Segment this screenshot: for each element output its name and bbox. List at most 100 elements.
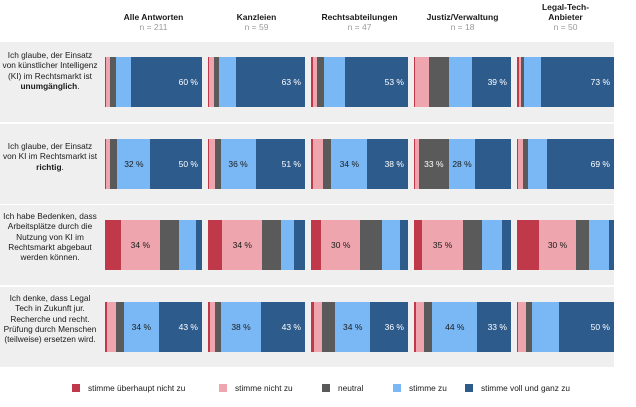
stacked-bar: 39 % — [414, 57, 511, 107]
bar-segment: 69 % — [547, 139, 614, 189]
data-label: 36 % — [228, 159, 248, 169]
bar-segment — [105, 57, 107, 107]
legend-label: neutral — [338, 383, 364, 393]
bar-segment — [575, 220, 590, 270]
bar-segment — [106, 139, 111, 189]
question-text: Ich denke, dass Legal Tech in Zukunft ju… — [3, 293, 97, 345]
data-label: 69 % — [590, 159, 610, 169]
bar-segment — [311, 57, 314, 107]
question-label: Ich denke, dass Legal Tech in Zukunft ju… — [0, 293, 100, 344]
bar-segment — [414, 139, 419, 189]
bar-segment: 28 % — [449, 139, 475, 189]
data-label: 35 % — [432, 240, 453, 250]
bar-segment — [522, 139, 528, 189]
bar-segment — [448, 57, 473, 107]
stacked-bar: 34 % — [208, 220, 305, 270]
bar-segment — [262, 220, 282, 270]
question-emphasis: richtig — [36, 161, 62, 172]
stacked-bar: 38 % 43 % — [208, 302, 305, 352]
bar-segment: 35 % — [422, 220, 464, 270]
stacked-bar: 44 % 33 % — [414, 302, 511, 352]
bar-segment — [316, 57, 324, 107]
bar-segment — [517, 220, 540, 270]
legend-swatch — [219, 384, 227, 392]
legend-label: stimme zu — [409, 383, 447, 393]
bar-segment: 39 % — [472, 57, 511, 107]
legend-swatch — [465, 384, 473, 392]
bar-segment — [424, 302, 433, 352]
bar-segment — [196, 220, 202, 270]
data-label: 50 % — [178, 159, 198, 169]
group-name: Rechtsabteilungen — [321, 12, 398, 22]
bar-segment — [214, 139, 221, 189]
bar-segment — [532, 302, 559, 352]
bar-segment — [208, 139, 209, 189]
bar-segment — [281, 220, 295, 270]
data-label: 60 % — [178, 77, 198, 87]
bar-segment — [109, 57, 116, 107]
bar-segment: 44 % — [432, 302, 478, 352]
bar-segment: 34 % — [222, 220, 263, 270]
bar-segment — [322, 139, 332, 189]
group-name: Justiz/Verwaltung — [426, 12, 499, 22]
bar-segment: 51 % — [255, 139, 305, 189]
bar-segment — [208, 302, 211, 352]
bar-segment: 36 % — [370, 302, 408, 352]
bar-segment — [116, 302, 125, 352]
bar-segment — [527, 139, 548, 189]
group-header: Kanzleien n = 59 — [208, 12, 305, 32]
data-label: 50 % — [590, 322, 610, 332]
stacked-bar: 33 % 28 % — [414, 139, 511, 189]
data-label: 39 % — [487, 77, 507, 87]
bar-segment — [311, 220, 322, 270]
bar-segment: 30 % — [539, 220, 576, 270]
group-n: n = 50 — [553, 22, 578, 32]
bar-segment — [213, 57, 219, 107]
data-label: 63 % — [281, 77, 301, 87]
bar-segment — [314, 302, 323, 352]
data-label: 43 % — [178, 322, 198, 332]
bar-segment — [324, 57, 346, 107]
question-label: Ich glaube, der Einsatz von künstlicher … — [0, 50, 100, 91]
bar-segment: 33 % — [477, 302, 511, 352]
bar-segment: 38 % — [221, 302, 261, 352]
bar-segment: 60 % — [131, 57, 202, 107]
legend-item-strongly-disagree: stimme überhaupt nicht zu — [72, 383, 185, 393]
data-label: 36 % — [384, 322, 404, 332]
bar-segment — [322, 302, 335, 352]
legend-item-disagree: stimme nicht zu — [219, 383, 293, 393]
legend-label: stimme überhaupt nicht zu — [88, 383, 186, 393]
bar-segment — [105, 139, 107, 189]
bar-segment — [518, 302, 526, 352]
legend-swatch — [322, 384, 330, 392]
bar-segment — [521, 57, 524, 107]
bar-segment — [215, 302, 222, 352]
group-header: Alle Antworten n = 211 — [105, 12, 202, 32]
bar-segment — [159, 220, 180, 270]
bar-segment — [210, 302, 216, 352]
bar-segment — [106, 57, 110, 107]
bar-segment: 43 % — [158, 302, 202, 352]
bar-segment — [474, 139, 511, 189]
bar-segment — [294, 220, 305, 270]
group-n: n = 47 — [347, 22, 372, 32]
stacked-bar: 35 % — [414, 220, 511, 270]
question-label: Ich glaube, der Einsatz von KI im Rechts… — [0, 141, 100, 172]
question-punct: . — [77, 80, 80, 91]
data-label: 53 % — [384, 77, 404, 87]
bar-segment — [115, 57, 131, 107]
bar-segment: 38 % — [367, 139, 408, 189]
data-label: 30 % — [547, 240, 568, 250]
data-label: 51 % — [281, 159, 301, 169]
bar-segment — [208, 220, 223, 270]
bar-segment: 34 % — [120, 220, 160, 270]
bar-segment: 36 % — [220, 139, 256, 189]
group-name: Legal-Tech-Anbieter — [541, 2, 590, 22]
bar-segment — [105, 220, 121, 270]
bar-segment — [313, 139, 323, 189]
group-header: Justiz/Verwaltung n = 18 — [414, 12, 511, 32]
question-emphasis: unumgänglich — [20, 80, 78, 91]
group-name: Kanzleien — [236, 12, 277, 22]
bar-segment — [208, 139, 215, 189]
bar-segment — [219, 57, 236, 107]
